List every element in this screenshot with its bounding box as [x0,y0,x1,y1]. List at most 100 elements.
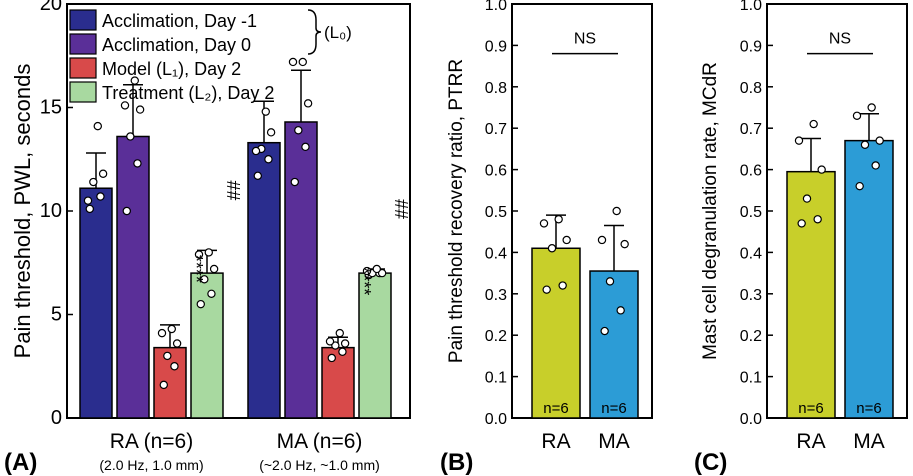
panel-a-series-1-data-point [133,159,142,168]
panel-c-ytick-label: 0.4 [740,245,762,262]
panel-c-ra-bar [786,170,836,419]
panel-a-series-2-data-point [338,347,347,356]
legend-swatch [69,81,97,103]
panel-a-series-1-data-point [120,101,130,110]
panel-b-panel-label: (B) [440,449,473,476]
panel-b-ytick-label: 0.8 [485,80,507,97]
panel-b-ytick-label: 1.0 [485,0,507,14]
panel-b-category-label: RA [541,430,570,453]
panel-a-series-2-data-point [157,328,167,338]
panel-a-ytick-label: 20 [40,0,62,15]
panel-c-ra-data-point [817,165,826,174]
panel-a-series-2-data-point [163,351,172,361]
panel-c-ytick-label: 1.0 [740,0,762,14]
significance-annotation: ## [391,199,411,219]
panel-a-series-3-data-point [372,264,381,274]
panel-b-ytick-label: 0.6 [485,163,507,180]
panel-b-ma-data-point [612,206,621,216]
panel-c-n-label: n=6 [798,400,823,417]
legend-brace [307,9,322,55]
panel-a-series-0-data-point [83,196,93,205]
panel-a-series-1-data-point [288,57,298,67]
panel-c-category-label: MA [853,430,885,453]
panel-c-ytick-label: 0.0 [740,411,762,428]
panel-b-ma-bar [589,270,639,419]
panel-c-ra-data-point [802,194,812,203]
panel-a-series-3-data-point [196,299,205,309]
panel-b-ytick-label: 0.1 [485,370,507,387]
panel-c-significance-label: NS [829,31,851,48]
panel-a-series-1-data-point [126,132,135,141]
panel-b-ytick-label: 0.5 [485,204,507,221]
panel-b-ma-data-point [605,277,615,286]
panel-c-ytick-label: 0.9 [740,38,762,55]
panel-b-ytick-label: 0.4 [485,245,507,262]
panel-a-series-3-data-point [362,266,372,276]
panel-b-ra-data-point [539,219,549,228]
significance-annotation: **** [354,267,374,295]
panel-b-ra-data-point [554,215,563,224]
panel-c-ma-data-point [860,140,870,149]
panel-a-series-3-bar [190,272,224,419]
panel-b-ytick-label: 0.2 [485,328,507,345]
panel-a-series-2-data-point [325,337,335,346]
panel-c-ra-data-point [809,119,818,129]
panel-b-ma-data-point [616,306,625,315]
panel-b-ra-data-point [547,244,557,253]
panel-a-series-1-data-point [130,76,139,85]
panel-c-ma-data-point [871,161,880,170]
legend-label: Model (L₁), Day 2 [102,59,241,79]
panel-c-ma-data-point [855,181,864,191]
panel-a-series-2-data-point [170,362,179,371]
legend-label: Treatment (L₂), Day 2 [102,83,274,103]
panel-a-series-0-data-point [261,107,270,116]
panel-a-series-0-data-point [85,204,94,214]
panel-a-series-1-data-point [301,142,310,152]
panel-c-ytick-label: 0.8 [740,80,762,97]
panel-a-series-0-data-point [266,128,276,137]
panel-c-ytick-label: 0.5 [740,204,762,221]
panel-c-ma-data-point [875,136,884,145]
panel-c-ytick-label: 0.3 [740,287,762,304]
panel-a-series-3-data-point [209,264,219,274]
panel-a-series-1-data-point [298,57,307,67]
panel-a-series-1-bar [116,135,150,419]
panel-b-n-label: n=6 [601,400,626,417]
panel-a-series-2-data-point [167,324,176,334]
panel-b-ra-data-point [562,235,571,245]
panel-a-series-3-data-point [194,250,204,259]
legend-swatch [69,33,97,55]
panel-a-series-2-data-point [335,328,344,338]
panel-b-y-axis-label: Pain threshold recovery ratio, PTRR [446,59,467,363]
panel-a-series-3-data-point [207,289,216,298]
panel-a-y-axis-label: Pain threshold, PWL, seconds [10,64,35,359]
panel-c-ytick-label: 0.6 [740,163,762,180]
panel-a-ytick-label: 0 [51,407,62,429]
panel-a-chart: 0 5 10 15 20 Pain threshold, PWL, seconds (A) *… [4,0,411,476]
panel-b-ma-data-point [597,235,607,245]
panel-a-series-0-data-point [93,121,102,131]
panel-a-series-2-data-point [159,380,168,390]
panel-a-series-3-data-point [200,275,209,284]
panel-a-series-1-data-point [303,99,313,108]
panel-a-series-2-data-point [340,339,350,348]
legend-brace-label: (L₀) [324,23,352,42]
panel-b-ytick-label: 0.3 [485,287,507,304]
panel-b-category-label: MA [598,430,630,453]
panel-a-series-2-data-point [327,353,336,363]
panel-a-series-3-data-point [377,268,387,278]
panel-b-ma-data-point [620,239,629,249]
panel-c-category-label: RA [796,430,825,453]
panel-a-series-0-data-point [264,155,273,164]
panel-a-ytick-label: 5 [51,304,62,326]
panel-b-n-label: n=6 [543,400,568,417]
panel-b-chart: 0.0 0.1 0.2 0.3 0.4 0.5 0.6 0.7 0.8 0.9 1.0 Pain th… [440,0,653,476]
panel-a-group-sublabel: (2.0 Hz, 1.0 mm) [99,457,203,473]
panel-b-ra-bar [531,247,581,419]
panel-c-ytick-label: 0.1 [740,370,762,387]
panel-a-series-0-data-point [98,169,108,178]
legend-swatch [69,57,97,79]
panel-a-series-2-data-point [331,341,340,350]
panel-a-group-label: MA (n=6) [277,430,363,453]
panel-c-ma-data-point [852,111,862,120]
